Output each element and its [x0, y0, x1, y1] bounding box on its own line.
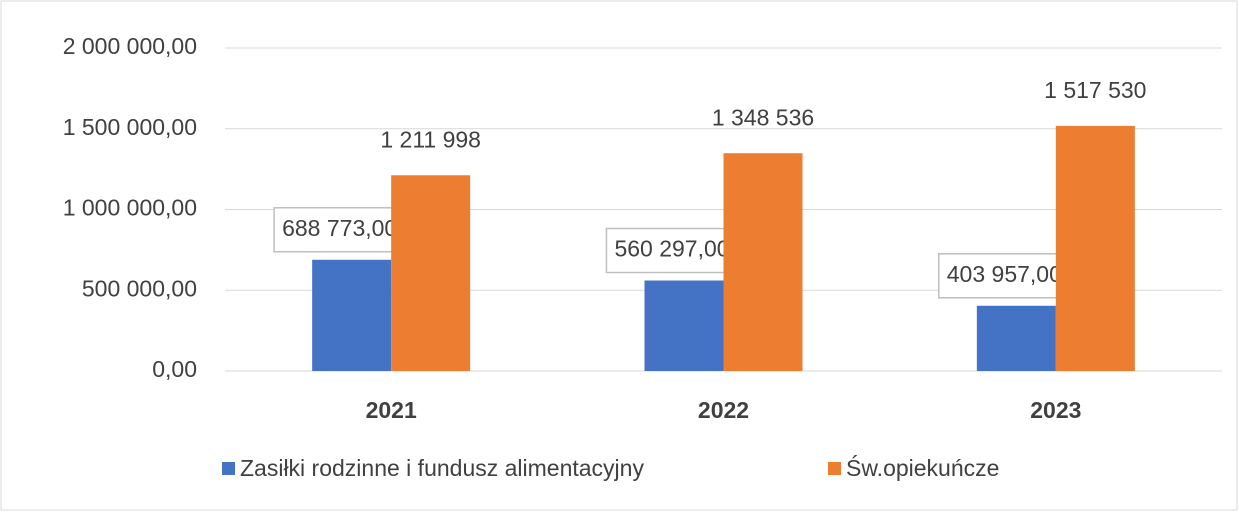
bar [312, 259, 392, 371]
y-tick-label: 1 000 000,00 [63, 195, 197, 221]
x-tick-label: 2022 [698, 397, 749, 423]
bar [644, 280, 724, 371]
data-label: 1 517 530 [1044, 77, 1146, 103]
legend-label: Św.opiekuńcze [846, 454, 999, 481]
data-label: 403 957,00 [947, 261, 1062, 287]
y-tick-label: 2 000 000,00 [63, 33, 197, 59]
legend-swatch [828, 462, 841, 475]
legend-swatch [222, 462, 235, 475]
bar [723, 153, 803, 371]
data-label: 560 297,00 [614, 236, 729, 262]
x-tick-label: 2023 [1030, 397, 1081, 423]
y-tick-label: 500 000,00 [82, 275, 197, 301]
data-label: 1 348 536 [712, 104, 814, 130]
legend-label: Zasiłki rodzinne i fundusz alimentacyjny [240, 455, 644, 481]
data-label-box [605, 227, 739, 274]
y-tick-label: 1 500 000,00 [63, 114, 197, 140]
bar [976, 305, 1056, 371]
data-label: 688 773,00 [282, 215, 397, 241]
x-tick-label: 2021 [366, 397, 417, 423]
y-tick-label: 0,00 [152, 356, 197, 382]
bar [1055, 125, 1135, 371]
data-label: 1 211 998 [380, 126, 481, 152]
data-label-box [273, 207, 406, 253]
bar [391, 175, 471, 371]
